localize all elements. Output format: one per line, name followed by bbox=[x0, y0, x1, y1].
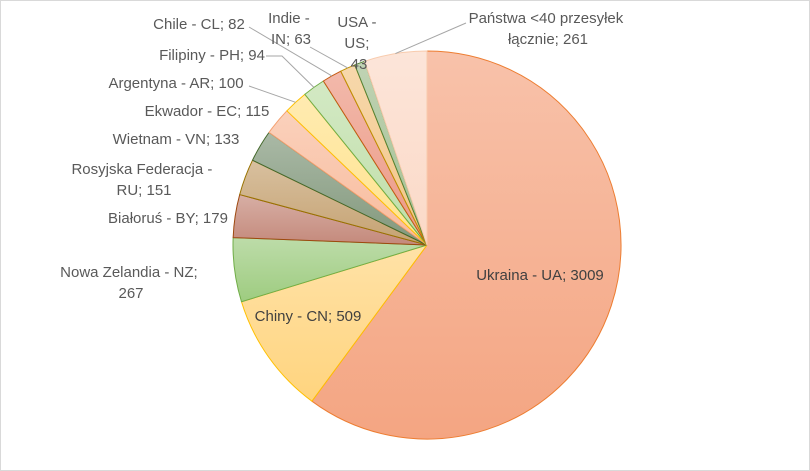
data-label-line: Indie - bbox=[268, 10, 314, 27]
data-label-bialorus-by: Białoruś - BY; 179 bbox=[108, 210, 228, 227]
slice-chiny-cn bbox=[240, 244, 428, 402]
data-label-ukraina-ua: Ukraina - UA; 3009 bbox=[476, 267, 604, 284]
data-label-line: Rosyjska Federacja - bbox=[71, 161, 216, 178]
data-label-line: Białoruś - BY; 179 bbox=[108, 210, 228, 227]
leader-line-panstwa-40-przesylek-lacznie bbox=[395, 22, 467, 55]
data-label-line: Wietnam - VN; 133 bbox=[113, 131, 240, 148]
leader-line-filipiny-ph bbox=[266, 55, 315, 88]
data-label-line: Filipiny - PH; 94 bbox=[159, 47, 265, 64]
leader-line-argentyna-ar bbox=[248, 85, 296, 103]
data-label-line: Nowa Zelandia - NZ; bbox=[60, 264, 202, 281]
leader-line-indie-in bbox=[309, 46, 348, 69]
data-label-usa-us: USA - US; 43 bbox=[337, 14, 380, 73]
data-label-line: US; bbox=[344, 35, 373, 52]
data-label-panstwa-40-przesylek-lacznie: Państwa <40 przesyłek łącznie; 261 bbox=[469, 10, 628, 48]
data-label-filipiny-ph: Filipiny - PH; 94 bbox=[159, 47, 265, 64]
data-label-line: Ukraina - UA; 3009 bbox=[476, 267, 604, 284]
data-label-ekwador-ec: Ekwador - EC; 115 bbox=[145, 103, 270, 120]
slice-panstwa-40-przesylek-lacznie bbox=[364, 50, 428, 246]
data-label-chiny-cn: Chiny - CN; 509 bbox=[255, 308, 362, 325]
slice-ukraina-ua bbox=[311, 50, 622, 440]
data-label-line: 43 bbox=[351, 56, 368, 73]
leader-line-chile-cl bbox=[248, 26, 333, 77]
data-label-line: Ekwador - EC; 115 bbox=[145, 103, 270, 120]
data-label-nowa-zelandia-nz: Nowa Zelandia - NZ; 267 bbox=[60, 264, 202, 302]
data-label-line: łącznie; 261 bbox=[508, 31, 588, 48]
data-label-line: Chile - CL; 82 bbox=[153, 16, 245, 33]
leader-lines bbox=[248, 22, 467, 103]
data-label-wietnam-vn: Wietnam - VN; 133 bbox=[113, 131, 240, 148]
data-label-argentyna-ar: Argentyna - AR; 100 bbox=[108, 75, 243, 92]
data-label-line: IN; 63 bbox=[271, 31, 311, 48]
data-label-rosyjska-federacja-ru: Rosyjska Federacja - RU; 151 bbox=[71, 161, 216, 199]
data-labels: Ukraina - UA; 3009 Chiny - CN; 509 Nowa Ze… bbox=[60, 10, 627, 325]
pie-slices bbox=[232, 50, 622, 440]
data-label-line: RU; 151 bbox=[116, 182, 171, 199]
data-label-line: Argentyna - AR; 100 bbox=[108, 75, 243, 92]
data-label-chile-cl: Chile - CL; 82 bbox=[153, 16, 245, 33]
data-label-line: Państwa <40 przesyłek bbox=[469, 10, 628, 27]
data-label-line: USA - bbox=[337, 14, 380, 31]
data-label-line: Chiny - CN; 509 bbox=[255, 308, 362, 325]
data-label-indie-in: Indie - IN; 63 bbox=[268, 10, 314, 48]
data-label-line: 267 bbox=[118, 285, 143, 302]
